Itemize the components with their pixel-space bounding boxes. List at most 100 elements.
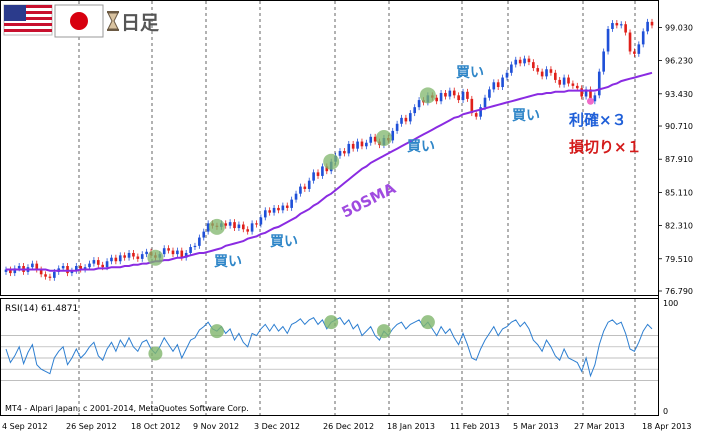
candle-body [263, 210, 267, 218]
price-tick-label: 85.110 [665, 188, 693, 197]
candle-body [206, 223, 210, 232]
candle-body [536, 68, 540, 72]
buy-marker-4 [375, 129, 392, 146]
candle-body [17, 265, 21, 269]
candle-body [79, 265, 83, 270]
candle-body [461, 91, 465, 101]
candle-body [13, 268, 17, 274]
candle-body [545, 69, 548, 77]
candle-body [474, 113, 478, 117]
candle-body [132, 252, 135, 257]
candle-body [615, 23, 619, 26]
buy-label-5: 買い [512, 108, 540, 124]
price-tick-label: 96.230 [665, 57, 693, 66]
candlestick-series[interactable] [4, 18, 654, 281]
rsi-axis-0: 0 [663, 407, 668, 416]
candle-body [584, 89, 588, 97]
time-tick-label: 26 Dec 2012 [323, 422, 374, 431]
candle-body [241, 224, 245, 230]
buy-marker-2 [208, 218, 225, 235]
hourglass-icon [107, 11, 119, 31]
candle-body [70, 270, 74, 274]
candle-body [127, 252, 131, 258]
candle-body [413, 107, 417, 114]
time-tick-label: 9 Nov 2012 [193, 422, 239, 431]
candle-body [136, 256, 140, 259]
time-tick-label: 27 Mar 2013 [574, 422, 625, 431]
buy-label-2: 買い [270, 234, 298, 250]
candle-body [571, 83, 575, 86]
candle-body [501, 77, 504, 88]
candle-body [518, 59, 522, 64]
candle-body [646, 21, 649, 32]
candle-body [48, 276, 52, 278]
candle-body [510, 64, 513, 73]
candle-body [417, 100, 421, 108]
candle-body [259, 217, 263, 225]
candle-body [589, 89, 592, 102]
candle-body [444, 92, 447, 97]
candle-body [255, 223, 258, 225]
price-tick-label: 90.710 [665, 122, 693, 131]
candle-body [373, 136, 377, 142]
time-tick-label: 5 Mar 2013 [513, 422, 559, 431]
rsi-marker-3 [324, 315, 339, 330]
candle-body [281, 205, 285, 211]
candle-body [246, 229, 250, 232]
candle-body [277, 207, 280, 211]
candle-body [633, 51, 636, 54]
candle-body [395, 123, 399, 131]
time-tick-label: 18 Oct 2012 [131, 422, 180, 431]
candle-body [105, 261, 109, 268]
rsi-marker-4 [376, 324, 391, 339]
sma-50-line[interactable] [6, 71, 653, 272]
candle-body [303, 186, 307, 189]
candle-body [114, 257, 118, 262]
price-tick-label: 82.310 [665, 222, 693, 231]
rsi-marker-1 [148, 346, 163, 361]
buy-marker-1 [147, 249, 164, 266]
candle-body [250, 223, 254, 232]
stop-loss-label: 損切り×１ [569, 138, 642, 156]
candle-body [233, 222, 236, 229]
candle-body [162, 248, 166, 255]
candle-body [439, 92, 443, 102]
time-axis-labels: 4 Sep 2012 26 Sep 2012 18 Oct 2012 9 Nov 20… [2, 422, 691, 431]
candle-body [619, 24, 623, 26]
candle-body [4, 269, 8, 272]
candle-body [452, 90, 456, 96]
rsi-title: RSI(14) 61.4871 [5, 304, 78, 314]
candle-body [316, 172, 320, 176]
buy-label-1: 買い [214, 254, 242, 270]
candle-body [365, 142, 368, 147]
candle-body [580, 88, 584, 97]
candle-body [351, 143, 355, 149]
candle-body [189, 247, 192, 253]
candle-body [435, 97, 438, 102]
candle-body [628, 32, 632, 52]
candle-body [176, 250, 179, 255]
candle-body [637, 44, 641, 54]
candle-body [88, 263, 91, 268]
candle-body [400, 117, 403, 124]
buy-marker-5 [419, 87, 436, 104]
time-tick-label: 18 Jan 2013 [387, 422, 435, 431]
buy-label-4: 買い [456, 65, 484, 81]
candle-body [624, 24, 627, 33]
candle-body [193, 245, 197, 248]
take-profit-label: 利確×３ [569, 111, 627, 129]
candle-body [180, 250, 184, 258]
candle-body [492, 82, 496, 90]
candle-body [360, 141, 364, 147]
candle-body [457, 95, 460, 101]
price-tick-label: 93.430 [665, 90, 693, 99]
candle-body [558, 79, 562, 85]
candle-body [597, 71, 601, 96]
candle-body [35, 263, 39, 270]
candle-body [404, 117, 408, 122]
candle-body [483, 97, 487, 108]
candle-body [448, 90, 452, 97]
candle-body [321, 166, 324, 176]
candle-body [53, 271, 56, 278]
candle-body [479, 107, 482, 117]
